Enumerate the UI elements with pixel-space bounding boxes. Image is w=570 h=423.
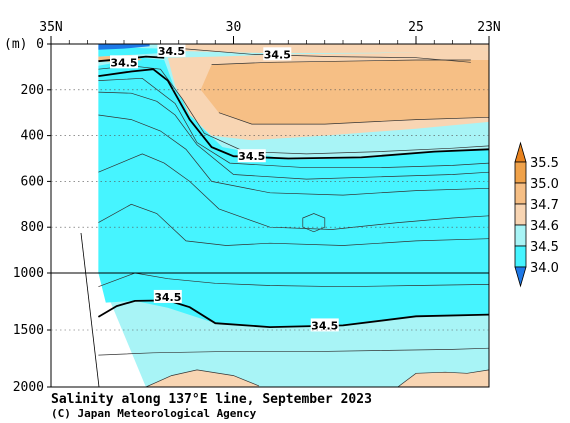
contour-label-bg (157, 43, 186, 57)
y-tick-label-0: 0 (36, 37, 44, 52)
contour-34.5-0 (98, 68, 489, 160)
contour-label-0: 34.5 (157, 43, 186, 58)
colorbar-segment-4 (514, 245, 527, 268)
fill-below-34.0-surface (98, 44, 150, 50)
contour-thin-9 (218, 112, 489, 125)
y-tick-label-2: 400 (21, 129, 44, 144)
y-tick-label-4: 800 (21, 220, 44, 235)
contour-thin-8 (211, 59, 471, 65)
no-data-region (51, 44, 99, 387)
colorbar-bottom-triangle (514, 266, 527, 288)
colorbar-level-label-5: 34.0 (530, 261, 559, 276)
credit-text: (C) Japan Meteorological Agency (51, 407, 257, 420)
contour-thin-10 (98, 347, 489, 356)
contour-label-text: 34.5 (264, 48, 291, 61)
fill-34.0-34.5 (98, 57, 489, 328)
contour-thin-12 (397, 369, 489, 387)
axes: 35N 30 25 23N 0 200 400 600 800 1000 1500 2000 (13, 20, 501, 395)
y-tick-label-3: 600 (21, 174, 44, 189)
y-tick-label-7: 2000 (13, 380, 44, 395)
contour-label-bg (263, 47, 292, 61)
colorbar-level-label-4: 34.5 (530, 240, 559, 255)
contour-label-3: 34.5 (237, 149, 266, 163)
contour-34.5-1 (97, 299, 489, 329)
colorbar-segment-1 (514, 182, 527, 205)
x-tick-label-2: 25 (408, 20, 424, 35)
contour-label-5: 34.5 (310, 318, 339, 332)
colorbar-level-label-2: 34.7 (530, 198, 559, 213)
contour-label-text: 34.5 (238, 150, 265, 163)
contour-label-bg (110, 55, 138, 69)
fill-34.7-35.0-core (200, 60, 489, 125)
contour-thin-2 (98, 91, 489, 180)
contour-label-text: 34.5 (158, 45, 185, 58)
fill-34.6-34.7-deep-left (145, 369, 259, 387)
contour-thin-0 (98, 65, 489, 155)
colorbar-top-triangle (514, 141, 527, 163)
contour-labels: 34.5 34.5 34.5 34.5 34.5 34.5 (110, 43, 339, 332)
bottom-topography-line (80, 232, 100, 387)
x-tick-label-3: 23N (477, 20, 500, 35)
fill-34.6-34.7-deep-right (397, 369, 489, 387)
y-tick-label-1: 200 (21, 83, 44, 98)
contour-thin-6 (98, 272, 489, 288)
colorbar: 35.5 35.0 34.7 34.6 34.5 34.0 (514, 141, 559, 288)
fill-34.6-34.7-surface (175, 44, 489, 54)
chart-title: Salinity along 137°E line, September 202… (51, 392, 372, 407)
contour-label-text: 34.5 (311, 319, 338, 332)
contour-eddy (302, 213, 326, 233)
contour-label-bg (237, 149, 266, 163)
y-tick-label-6: 1500 (13, 323, 44, 338)
contour-label-bg (153, 289, 182, 303)
contour-label-4: 34.5 (153, 289, 182, 304)
contour-thin-4 (98, 153, 489, 230)
x-tick-label-1: 30 (226, 20, 242, 35)
y-axis-unit-label: (m) (4, 37, 27, 52)
contour-label-text: 34.5 (154, 291, 181, 304)
colorbar-segment-3 (514, 224, 527, 247)
colorbar-level-label-1: 35.0 (530, 177, 559, 192)
contour-thin-3 (98, 114, 489, 196)
contour-label-2: 34.5 (263, 47, 292, 61)
colorbar-level-label-0: 35.5 (530, 156, 559, 171)
contour-thin-1 (98, 77, 489, 169)
salinity-fill-regions (51, 44, 489, 387)
contour-label-text: 34.5 (110, 56, 137, 69)
colorbar-level-label-3: 34.6 (530, 219, 559, 234)
y-tick-label-5: 1000 (13, 266, 44, 281)
contour-lines (80, 48, 489, 387)
contour-thin-7 (182, 48, 471, 63)
colorbar-segment-2 (514, 203, 527, 226)
contour-thin-11 (145, 369, 260, 387)
x-tick-label-0: 35N (39, 20, 62, 35)
contour-thin-5 (98, 203, 489, 246)
colorbar-segment-0 (514, 161, 527, 184)
contour-label-bg (310, 318, 339, 332)
contour-label-1: 34.5 (110, 55, 138, 69)
